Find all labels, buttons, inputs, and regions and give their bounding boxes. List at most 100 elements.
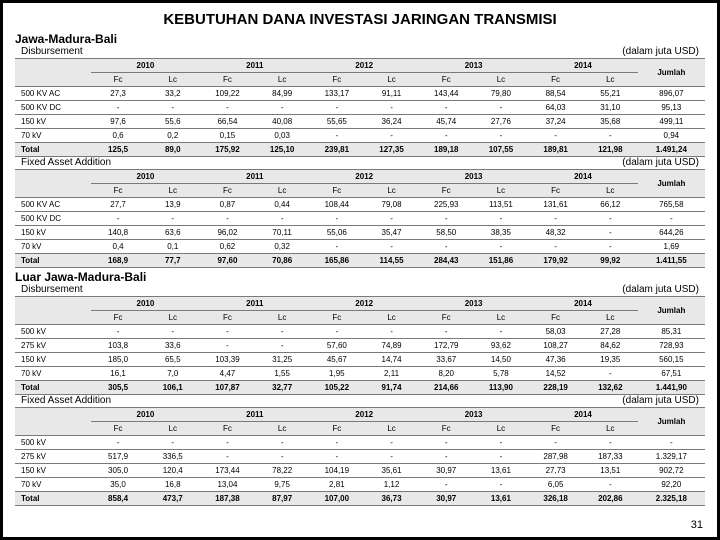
- page-number: 31: [691, 519, 703, 531]
- cell: -: [419, 325, 474, 339]
- cell: 27,73: [528, 464, 583, 478]
- cell: 33,2: [145, 87, 200, 101]
- cell: 19,35: [583, 353, 638, 367]
- cell: -: [255, 101, 310, 115]
- cell: 0,15: [200, 129, 255, 143]
- total-cell: 187,38: [200, 492, 255, 506]
- cell: 0,62: [200, 240, 255, 254]
- cell: -: [419, 129, 474, 143]
- cell: 70,11: [255, 226, 310, 240]
- total-cell: 121,98: [583, 143, 638, 157]
- cell: 38,35: [474, 226, 529, 240]
- subcol-header: Lc: [364, 311, 419, 325]
- subcol-header: Fc: [419, 422, 474, 436]
- row-label: 150 kV: [15, 115, 91, 129]
- table-row: 70 kV0,60,20,150,03------0,94: [15, 129, 705, 143]
- cell: 287,98: [528, 450, 583, 464]
- total-cell: 168,9: [91, 254, 146, 268]
- cell: -: [474, 212, 529, 226]
- row-total: 92,20: [638, 478, 705, 492]
- total-cell: 91,74: [364, 381, 419, 395]
- cell: -: [364, 101, 419, 115]
- table-caption-row: Fixed Asset Addition(dalam juta USD): [15, 157, 705, 168]
- subcol-header: Lc: [255, 184, 310, 198]
- subcol-header: Lc: [364, 184, 419, 198]
- cell: -: [200, 450, 255, 464]
- total-label: Total: [15, 492, 91, 506]
- cell: -: [419, 101, 474, 115]
- total-cell: 114,55: [364, 254, 419, 268]
- cell: 6,05: [528, 478, 583, 492]
- year-header: 2010: [91, 170, 200, 184]
- cell: 93,62: [474, 339, 529, 353]
- table-row: 500 KV AC27,333,2109,2284,99133,1791,111…: [15, 87, 705, 101]
- table-header-years: 20102011201220132014Jumlah: [15, 170, 705, 184]
- row-label: 70 kV: [15, 240, 91, 254]
- subcol-header: Lc: [583, 184, 638, 198]
- total-cell: 151,86: [474, 254, 529, 268]
- row-label: 500 KV AC: [15, 198, 91, 212]
- year-header: 2014: [528, 408, 637, 422]
- cell: 2,11: [364, 367, 419, 381]
- total-cell: 106,1: [145, 381, 200, 395]
- grand-total: 2.325,18: [638, 492, 705, 506]
- total-cell: 32,77: [255, 381, 310, 395]
- grand-total: 1.491,24: [638, 143, 705, 157]
- cell: 5,78: [474, 367, 529, 381]
- cell: -: [200, 101, 255, 115]
- row-label: 70 kV: [15, 367, 91, 381]
- cell: -: [200, 212, 255, 226]
- cell: -: [419, 240, 474, 254]
- cell: -: [145, 101, 200, 115]
- cell: 58,03: [528, 325, 583, 339]
- cell: 84,99: [255, 87, 310, 101]
- table-total-row: Total858,4473,7187,3887,97107,0036,7330,…: [15, 492, 705, 506]
- cell: -: [91, 436, 146, 450]
- cell: 45,74: [419, 115, 474, 129]
- year-header: 2014: [528, 297, 637, 311]
- total-header: Jumlah: [638, 297, 705, 325]
- year-header: 2011: [200, 408, 309, 422]
- total-cell: 87,97: [255, 492, 310, 506]
- cell: 27,3: [91, 87, 146, 101]
- cell: 133,17: [310, 87, 365, 101]
- cell: 108,27: [528, 339, 583, 353]
- row-total: 765,58: [638, 198, 705, 212]
- cell: 16,1: [91, 367, 146, 381]
- row-label: 150 kV: [15, 464, 91, 478]
- total-header: Jumlah: [638, 408, 705, 436]
- total-cell: 89,0: [145, 143, 200, 157]
- cell: 55,21: [583, 87, 638, 101]
- subcol-header: Fc: [200, 73, 255, 87]
- cell: -: [474, 325, 529, 339]
- total-cell: 13,61: [474, 492, 529, 506]
- table-label: Fixed Asset Addition: [21, 157, 111, 168]
- cell: -: [364, 129, 419, 143]
- cell: 13,51: [583, 464, 638, 478]
- total-cell: 202,86: [583, 492, 638, 506]
- cell: 13,04: [200, 478, 255, 492]
- subcol-header: Lc: [145, 73, 200, 87]
- cell: 143,44: [419, 87, 474, 101]
- cell: -: [583, 240, 638, 254]
- table-header-years: 20102011201220132014Jumlah: [15, 408, 705, 422]
- unit-label: (dalam juta USD): [622, 46, 699, 57]
- cell: 74,89: [364, 339, 419, 353]
- cell: -: [528, 129, 583, 143]
- table-row: 500 kV--------58,0327,2885,31: [15, 325, 705, 339]
- total-label: Total: [15, 254, 91, 268]
- row-label: 70 kV: [15, 129, 91, 143]
- cell: -: [419, 450, 474, 464]
- cell: -: [474, 478, 529, 492]
- total-cell: 127,35: [364, 143, 419, 157]
- table-row: 70 kV0,40,10,620,32------1,69: [15, 240, 705, 254]
- total-cell: 189,81: [528, 143, 583, 157]
- page-title: KEBUTUHAN DANA INVESTASI JARINGAN TRANSM…: [15, 11, 705, 28]
- cell: 0,87: [200, 198, 255, 212]
- subcol-header: Fc: [91, 184, 146, 198]
- cell: 109,22: [200, 87, 255, 101]
- row-label: 70 kV: [15, 478, 91, 492]
- cell: -: [364, 325, 419, 339]
- cell: 1,12: [364, 478, 419, 492]
- cell: 1,95: [310, 367, 365, 381]
